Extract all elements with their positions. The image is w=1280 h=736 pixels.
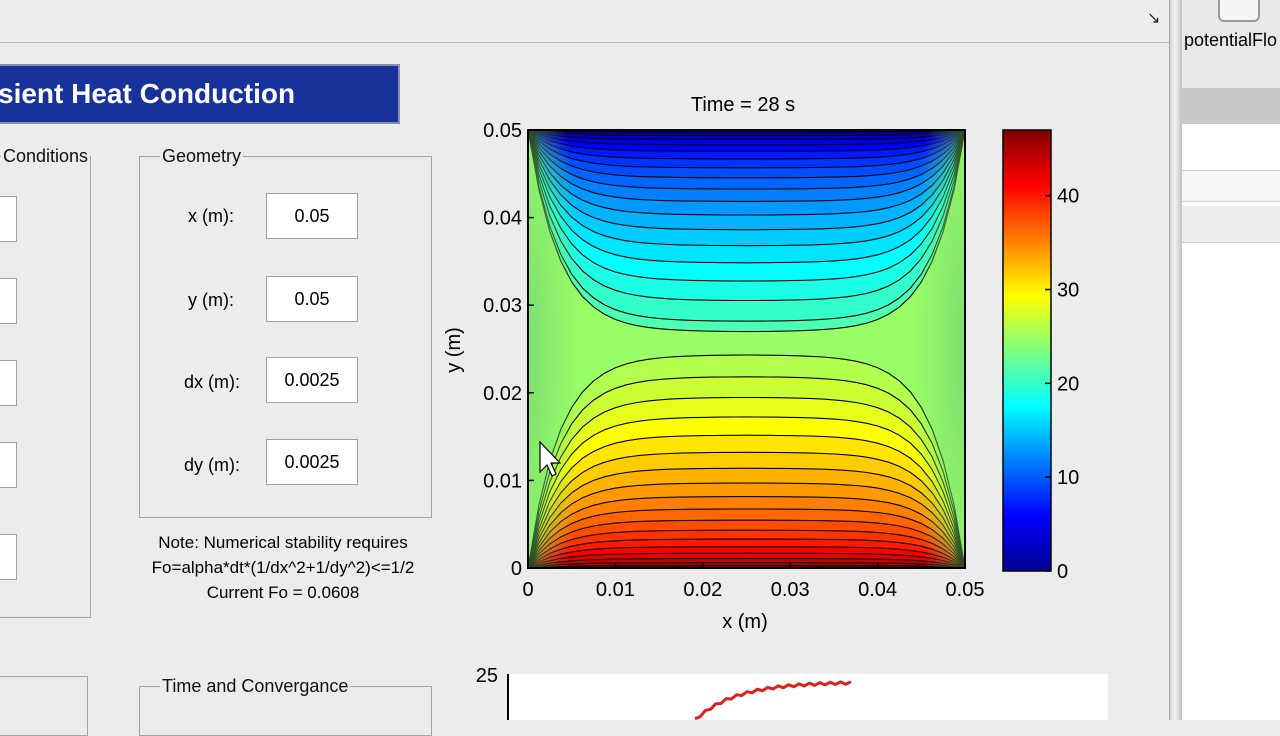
undock-arrow-icon[interactable]: ↘ [1147,10,1161,27]
current-fo-text: Current Fo = 0.0608 [206,583,360,602]
colorbar-tick-label: 10 [1057,467,1079,489]
app-title-banner: sient Heat Conduction [0,64,400,124]
side-app-label[interactable]: potentialFlo [1184,30,1278,50]
side-row-2 [1182,206,1280,243]
y-tick-label: 0.05 [483,120,522,142]
temperature-contours [528,130,965,568]
condition-input-2[interactable] [0,278,17,324]
toolbar-divider [0,42,1170,43]
x-tick-label: 0.02 [683,579,722,601]
time-convergence-panel: Time and Convergance [139,676,432,736]
mouse-cursor-icon [539,440,562,477]
x-length-label: x (m): [188,206,234,226]
lower-left-panel [0,676,88,736]
geometry-legend: Geometry [162,146,242,166]
y-tick-label: 0.02 [483,383,522,405]
condition-input-5[interactable] [0,534,17,580]
convergence-plot: 25 [476,665,1108,720]
window-border[interactable] [1169,0,1182,720]
stability-note-line1: Note: Numerical stability requires [158,533,408,552]
x-length-field[interactable]: 0.05 [266,193,358,239]
geometry-panel: Geometry [139,146,432,518]
y-length-field[interactable]: 0.05 [266,276,358,322]
colorbar-tick-label: 20 [1057,373,1079,395]
colorbar-tick-label: 0 [1057,561,1068,583]
dy-label: dy (m): [184,455,240,475]
y-tick-label: 0.01 [483,470,522,492]
colorbar [1002,129,1052,572]
convergence-ytick: 25 [476,665,498,687]
x-tick-label: 0.01 [596,579,635,601]
plot-title: Time = 28 s [691,94,795,116]
conditions-panel: Conditions [0,146,92,618]
x-tick-label: 0.05 [946,579,985,601]
condition-input-3[interactable] [0,360,17,406]
y-axis-label: y (m) [443,327,465,373]
plot-axes-box [527,129,966,569]
left-edge-blend [528,130,598,568]
x-tick-label: 0.04 [858,579,897,601]
dy-field[interactable]: 0.0025 [266,439,358,485]
side-application-window: potentialFlo [1182,0,1280,720]
x-tick-label: 0.03 [771,579,810,601]
colorbar-tick-label: 30 [1057,280,1079,302]
condition-input-1[interactable] [0,196,17,242]
y-length-label: y (m): [188,290,234,310]
colorbar-tick-label: 40 [1057,186,1079,208]
y-tick-label: 0.04 [483,208,522,230]
side-toolbar: potentialFlo [1182,0,1280,88]
right-edge-blend [895,130,965,568]
main-window: ↘ sient Heat Conduction Conditions Geome… [0,0,1182,736]
file-icon[interactable] [1218,0,1260,22]
convergence-series [694,680,852,720]
time-convergence-legend: Time and Convergance [162,676,349,696]
dx-field[interactable]: 0.0025 [266,357,358,403]
convergence-axes [508,674,1108,720]
x-tick-label: 0 [522,579,533,601]
side-header-bar [1182,88,1280,124]
x-axis-label: x (m) [722,611,768,633]
side-row [1182,170,1280,202]
y-tick-label: 0.03 [483,295,522,317]
y-tick-label: 0 [511,558,522,580]
dx-label: dx (m): [184,372,240,392]
contour-plot[interactable]: Time = 28 s 0 0.01 0.02 0.03 0.04 0.05 0 0.01 0… [440,80,1100,640]
condition-input-4[interactable] [0,442,17,488]
stability-note-line2: Fo=alpha*dt*(1/dx^2+1/dy^2)<=1/2 [151,558,415,577]
conditions-legend: Conditions [3,146,89,166]
